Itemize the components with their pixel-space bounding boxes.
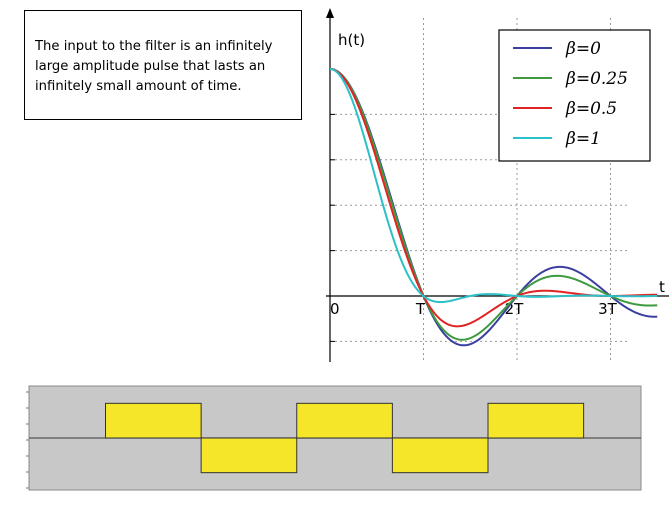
legend-label: β=0.25 [565, 69, 628, 89]
y-axis-label: h(t) [338, 31, 365, 49]
pulse-bar [487, 402, 585, 439]
curve-1 [329, 68, 658, 304]
x-tick-label: T [415, 300, 426, 318]
legend-label: β=1 [565, 129, 601, 149]
legend-label: β=0.5 [565, 99, 617, 119]
pulse-bar [105, 402, 202, 439]
legend: β=0 β=0.25 β=0.5 β=1 [498, 29, 651, 162]
pulse-bar [391, 437, 489, 474]
pulse-train-chart [26, 385, 642, 491]
pulse-bar [296, 402, 393, 439]
y-axis-arrow [326, 8, 334, 18]
note-text: The input to the filter is an infinitely… [35, 39, 273, 94]
x-tick-label: 3T [598, 300, 618, 318]
x-axis-label: t [659, 278, 665, 296]
x-tick-label: 0 [330, 300, 340, 318]
curve-0.25 [329, 68, 658, 341]
note-box: The input to the filter is an infinitely… [24, 10, 302, 120]
pulse-bar [200, 437, 298, 474]
legend-label: β=0 [565, 39, 601, 59]
legend-box [498, 29, 651, 162]
